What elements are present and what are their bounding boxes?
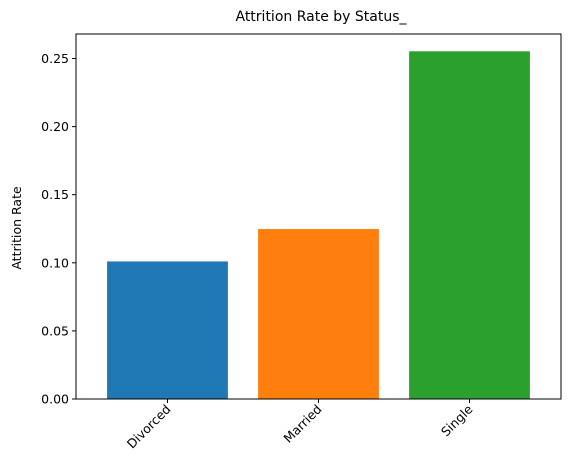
x-tick-label: Married [280,402,324,446]
y-tick-label: 0.00 [41,392,69,407]
bar-single [409,51,530,400]
y-tick-label: 0.05 [41,323,69,338]
y-tick-label: 0.15 [41,187,69,202]
y-axis-label: Attrition Rate [9,186,24,270]
bars-group [107,51,530,400]
x-tick-label: Divorced [124,402,174,452]
x-tick-label: Single [438,401,476,439]
y-tick-label: 0.10 [41,255,69,270]
bar-divorced [107,261,228,399]
chart-title: Attrition Rate by Status_ [235,9,407,25]
x-axis: Divorced Married Single [124,399,476,451]
y-tick-label: 0.25 [41,51,69,66]
y-tick-label: 0.20 [41,119,69,134]
y-axis: 0.00 0.05 0.10 0.15 0.20 0.25 [41,51,76,407]
plot-frame [75,33,562,400]
bar-married [258,229,379,399]
